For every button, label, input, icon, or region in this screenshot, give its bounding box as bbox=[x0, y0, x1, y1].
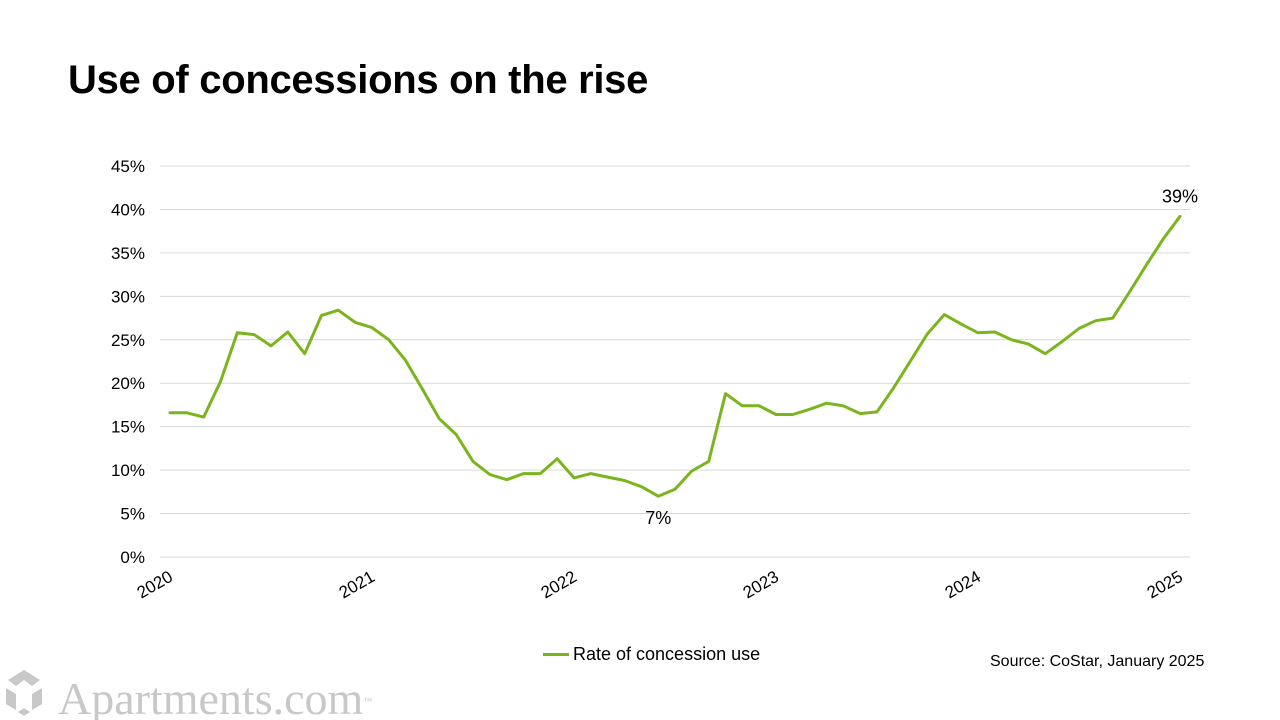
x-axis-ticks: 2020 2021 2022 2023 2024 2025 bbox=[134, 567, 1186, 602]
apartments-logo: Apartments.com ™ bbox=[0, 668, 372, 720]
chart-title: Use of concessions on the rise bbox=[68, 58, 649, 102]
y-tick-label: 0% bbox=[120, 548, 145, 567]
series-line bbox=[168, 214, 1182, 498]
x-tick-label: 2024 bbox=[942, 567, 984, 602]
y-tick-label: 35% bbox=[111, 244, 145, 263]
logo-text: Apartments.com bbox=[58, 673, 364, 720]
y-tick-label: 45% bbox=[111, 157, 145, 176]
series-group bbox=[168, 214, 1182, 498]
y-tick-label: 5% bbox=[120, 505, 145, 524]
y-tick-label: 15% bbox=[111, 418, 145, 437]
data-label: 39% bbox=[1162, 186, 1198, 206]
line-chart: 0%5%10%15%20%25%30%35%40%45% 2020 2021 202… bbox=[111, 157, 1198, 602]
x-tick-label: 2025 bbox=[1144, 567, 1186, 602]
annotations: 39% 7% bbox=[645, 186, 1198, 528]
y-tick-label: 30% bbox=[111, 287, 145, 306]
y-tick-label: 10% bbox=[111, 461, 145, 480]
x-tick-label: 2022 bbox=[538, 567, 580, 602]
logo-mark-icon bbox=[6, 670, 42, 716]
data-label: 7% bbox=[645, 508, 671, 528]
x-tick-label: 2023 bbox=[740, 567, 782, 602]
gridlines bbox=[160, 165, 1190, 558]
legend-swatch bbox=[543, 653, 569, 656]
x-tick-label: 2021 bbox=[336, 567, 378, 602]
y-tick-label: 25% bbox=[111, 331, 145, 350]
y-tick-label: 20% bbox=[111, 374, 145, 393]
x-tick-label: 2020 bbox=[134, 567, 176, 602]
legend-label: Rate of concession use bbox=[573, 644, 761, 664]
y-tick-label: 40% bbox=[111, 200, 145, 219]
source-note: Source: CoStar, January 2025 bbox=[990, 653, 1205, 670]
logo-trademark: ™ bbox=[363, 696, 373, 706]
y-axis-ticks: 0% 5% 10% 15% 20% 25% 30% 35% 40% 45% bbox=[111, 157, 145, 567]
legend: Rate of concession use bbox=[543, 644, 760, 665]
